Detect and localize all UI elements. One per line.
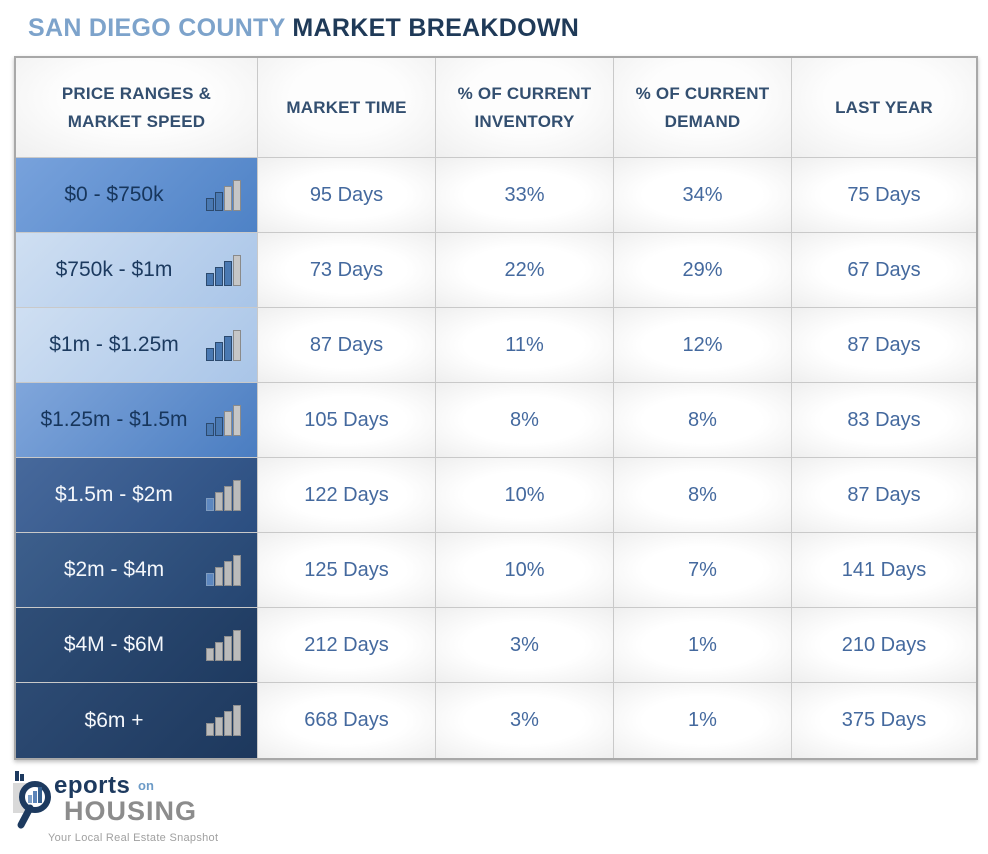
market-time-cell: 668 Days — [258, 683, 436, 758]
price-range-label: $4M - $6M — [63, 633, 165, 656]
price-range-cell: $4M - $6M — [16, 608, 258, 683]
price-range-cell: $750k - $1m — [16, 233, 258, 308]
inventory-pct-cell: 10% — [436, 533, 614, 608]
title-subject: MARKET BREAKDOWN — [292, 14, 580, 42]
price-range-label: $6m + — [84, 708, 144, 732]
table-row: $6m + 668 Days 3% 1% 375 Days — [16, 683, 976, 758]
market-time-cell: 212 Days — [258, 608, 436, 683]
table-row: $4M - $6M 212 Days 3% 1% 210 Days — [16, 608, 976, 683]
market-time-cell: 122 Days — [258, 458, 436, 533]
price-range-label: $750k - $1m — [55, 258, 173, 281]
market-speed-bar-chart-icon — [206, 404, 241, 436]
inventory-pct-cell: 10% — [436, 458, 614, 533]
demand-pct-cell: 12% — [614, 308, 792, 383]
table-header-row: PRICE RANGES & MARKET SPEED MARKET TIME … — [16, 58, 976, 158]
inventory-pct-cell: 3% — [436, 608, 614, 683]
last-year-cell: 83 Days — [792, 383, 976, 458]
table-row: $1.25m - $1.5m 105 Days 8% 8% 83 Days — [16, 383, 976, 458]
demand-pct-cell: 34% — [614, 158, 792, 233]
demand-pct-cell: 1% — [614, 608, 792, 683]
table-row: $750k - $1m 73 Days 22% 29% 67 Days — [16, 233, 976, 308]
demand-pct-cell: 7% — [614, 533, 792, 608]
inventory-pct-cell: 22% — [436, 233, 614, 308]
last-year-cell: 75 Days — [792, 158, 976, 233]
market-time-cell: 73 Days — [258, 233, 436, 308]
market-speed-bar-chart-icon — [206, 629, 241, 661]
last-year-cell: 87 Days — [792, 308, 976, 383]
inventory-pct-cell: 33% — [436, 158, 614, 233]
inventory-pct-cell: 3% — [436, 683, 614, 758]
table-row: $1m - $1.25m 87 Days 11% 12% 87 Days — [16, 308, 976, 383]
price-range-label: $1.25m - $1.5m — [40, 408, 188, 431]
table-row: $0 - $750k 95 Days 33% 34% 75 Days — [16, 158, 976, 233]
last-year-cell: 210 Days — [792, 608, 976, 683]
title-region: SAN DIEGO COUNTY — [28, 14, 293, 42]
price-range-cell: $1.5m - $2m — [16, 458, 258, 533]
price-range-cell: $0 - $750k — [16, 158, 258, 233]
last-year-cell: 141 Days — [792, 533, 976, 608]
market-time-cell: 87 Days — [258, 308, 436, 383]
table-body: $0 - $750k 95 Days 33% 34% 75 Days $750k… — [16, 158, 976, 758]
market-breakdown-table: PRICE RANGES & MARKET SPEED MARKET TIME … — [14, 56, 978, 760]
price-range-label: $0 - $750k — [64, 183, 164, 206]
table-row: $2m - $4m 125 Days 10% 7% 141 Days — [16, 533, 976, 608]
price-range-cell: $1.25m - $1.5m — [16, 383, 258, 458]
header-current-demand: % OF CURRENT DEMAND — [614, 58, 792, 158]
price-range-cell: $1m - $1.25m — [16, 308, 258, 383]
price-range-cell: $2m - $4m — [16, 533, 258, 608]
header-market-time: MARKET TIME — [258, 58, 436, 158]
logo-tagline: Your Local Real Estate Snapshot — [48, 832, 219, 844]
demand-pct-cell: 8% — [614, 458, 792, 533]
inventory-pct-cell: 11% — [436, 308, 614, 383]
logo-wordmark-on: on — [138, 778, 154, 793]
price-range-cell: $6m + — [16, 683, 258, 758]
market-speed-bar-chart-icon — [206, 254, 241, 286]
last-year-cell: 375 Days — [792, 683, 976, 758]
market-speed-bar-chart-icon — [206, 705, 241, 736]
market-time-cell: 105 Days — [258, 383, 436, 458]
logo-wordmark-reports: eports — [54, 772, 131, 799]
page-title: SAN DIEGO COUNTY MARKET BREAKDOWN — [0, 0, 988, 53]
market-time-cell: 95 Days — [258, 158, 436, 233]
inventory-pct-cell: 8% — [436, 383, 614, 458]
last-year-cell: 87 Days — [792, 458, 976, 533]
magnifier-bar-chart-icon — [13, 771, 51, 829]
demand-pct-cell: 8% — [614, 383, 792, 458]
market-speed-bar-chart-icon — [206, 554, 241, 586]
market-speed-bar-chart-icon — [206, 179, 241, 211]
header-last-year: LAST YEAR — [792, 58, 976, 158]
header-price-ranges: PRICE RANGES & MARKET SPEED — [16, 58, 258, 158]
logo-wordmark-housing: HOUSING — [64, 796, 198, 826]
price-range-label: $2m - $4m — [63, 558, 165, 581]
demand-pct-cell: 1% — [614, 683, 792, 758]
header-current-inventory: % OF CURRENT INVENTORY — [436, 58, 614, 158]
market-speed-bar-chart-icon — [206, 329, 241, 361]
reports-on-housing-logo: eports on HOUSING Your Local Real Estate… — [12, 770, 252, 850]
price-range-label: $1.5m - $2m — [55, 483, 173, 506]
price-range-label: $1m - $1.25m — [49, 333, 179, 356]
table-row: $1.5m - $2m 122 Days 10% 8% 87 Days — [16, 458, 976, 533]
market-speed-bar-chart-icon — [206, 479, 241, 511]
market-time-cell: 125 Days — [258, 533, 436, 608]
demand-pct-cell: 29% — [614, 233, 792, 308]
last-year-cell: 67 Days — [792, 233, 976, 308]
